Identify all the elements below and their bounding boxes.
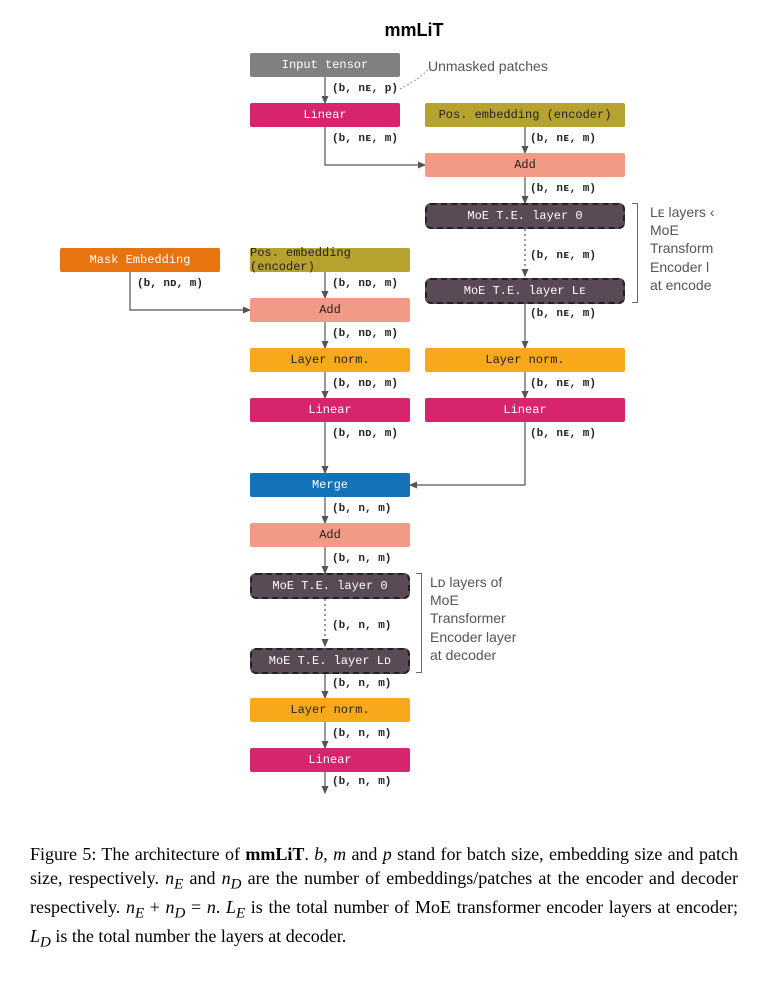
block-label: Pos. embedding (encoder) xyxy=(250,246,410,274)
block-label: Layer norm. xyxy=(290,353,369,367)
block-label: Pos. embedding (encoder) xyxy=(439,108,612,122)
block-moe-encoder-0: MoE T.E. layer 0 xyxy=(425,203,625,229)
tensor-shape: (b, nᴅ, m) xyxy=(332,428,398,440)
block-pos-embedding-encoder-mid: Pos. embedding (encoder) xyxy=(250,248,410,272)
block-label: Add xyxy=(319,528,341,542)
block-label: Linear xyxy=(303,108,346,122)
block-layernorm-mid-right: Layer norm. xyxy=(425,348,625,372)
tensor-shape: (b, nᴅ, m) xyxy=(332,328,398,340)
tensor-shape: (b, nᴇ, m) xyxy=(530,308,596,320)
block-label: Add xyxy=(514,158,536,172)
block-layernorm-bottom: Layer norm. xyxy=(250,698,410,722)
caption-prefix: Figure 5: The architecture of xyxy=(30,844,245,864)
block-add-top: Add xyxy=(425,153,625,177)
block-label: Add xyxy=(319,303,341,317)
block-merge: Merge xyxy=(250,473,410,497)
annotation-decoder-layers: Lᴅ layers ofMoETransformerEncoder layera… xyxy=(430,573,516,664)
block-label: Layer norm. xyxy=(485,353,564,367)
architecture-diagram: Input tensor Linear Pos. embedding (enco… xyxy=(30,53,738,818)
block-label: Mask Embedding xyxy=(90,253,191,267)
tensor-shape: (b, n, m) xyxy=(332,728,391,740)
block-add-bottom: Add xyxy=(250,523,410,547)
tensor-shape: (b, n, m) xyxy=(332,678,391,690)
block-label: MoE T.E. layer 0 xyxy=(272,579,387,593)
block-moe-decoder-0: MoE T.E. layer 0 xyxy=(250,573,410,599)
block-label: Linear xyxy=(308,753,351,767)
caption-bold: mmLiT xyxy=(245,844,304,864)
block-label: Linear xyxy=(503,403,546,417)
figure-caption: Figure 5: The architecture of mmLiT. b, … xyxy=(30,842,738,953)
block-layernorm-mid-left: Layer norm. xyxy=(250,348,410,372)
block-moe-encoder-L: MoE T.E. layer Lᴇ xyxy=(425,278,625,304)
tensor-shape: (b, nᴅ, m) xyxy=(137,278,203,290)
block-label: Linear xyxy=(308,403,351,417)
bracket-decoder xyxy=(416,573,422,673)
block-label: MoE T.E. layer Lᴇ xyxy=(464,284,586,298)
block-label: MoE T.E. layer 0 xyxy=(467,209,582,223)
diagram-title: mmLiT xyxy=(90,20,738,41)
tensor-shape: (b, nᴇ, m) xyxy=(530,183,596,195)
annotation-unmasked-patches: Unmasked patches xyxy=(428,57,548,75)
block-label: Input tensor xyxy=(282,58,368,72)
tensor-shape: (b, n, m) xyxy=(332,776,391,788)
tensor-shape: (b, nᴇ, m) xyxy=(530,250,596,262)
block-label: Merge xyxy=(312,478,348,492)
tensor-shape: (b, n, m) xyxy=(332,553,391,565)
block-linear-bottom: Linear xyxy=(250,748,410,772)
block-linear-mid-left: Linear xyxy=(250,398,410,422)
tensor-shape: (b, nᴅ, m) xyxy=(332,378,398,390)
tensor-shape: (b, nᴅ, m) xyxy=(332,278,398,290)
block-input-tensor: Input tensor xyxy=(250,53,400,77)
block-add-mid: Add xyxy=(250,298,410,322)
tensor-shape: (b, nᴇ, m) xyxy=(530,133,596,145)
block-label: Layer norm. xyxy=(290,703,369,717)
bracket-encoder xyxy=(632,203,638,303)
block-pos-embedding-encoder-top: Pos. embedding (encoder) xyxy=(425,103,625,127)
block-linear-1: Linear xyxy=(250,103,400,127)
annotation-encoder-layers: Lᴇ layers ‹MoETransformEncoder lat encod… xyxy=(650,203,714,294)
block-label: MoE T.E. layer Lᴅ xyxy=(269,654,391,668)
tensor-shape: (b, nᴇ, m) xyxy=(530,428,596,440)
tensor-shape: (b, n, m) xyxy=(332,620,391,632)
block-moe-decoder-L: MoE T.E. layer Lᴅ xyxy=(250,648,410,674)
block-linear-mid-right: Linear xyxy=(425,398,625,422)
block-mask-embedding: Mask Embedding xyxy=(60,248,220,272)
tensor-shape: (b, nᴇ, m) xyxy=(530,378,596,390)
tensor-shape: (b, n, m) xyxy=(332,503,391,515)
tensor-shape: (b, nᴇ, p) xyxy=(332,83,398,95)
tensor-shape: (b, nᴇ, m) xyxy=(332,133,398,145)
